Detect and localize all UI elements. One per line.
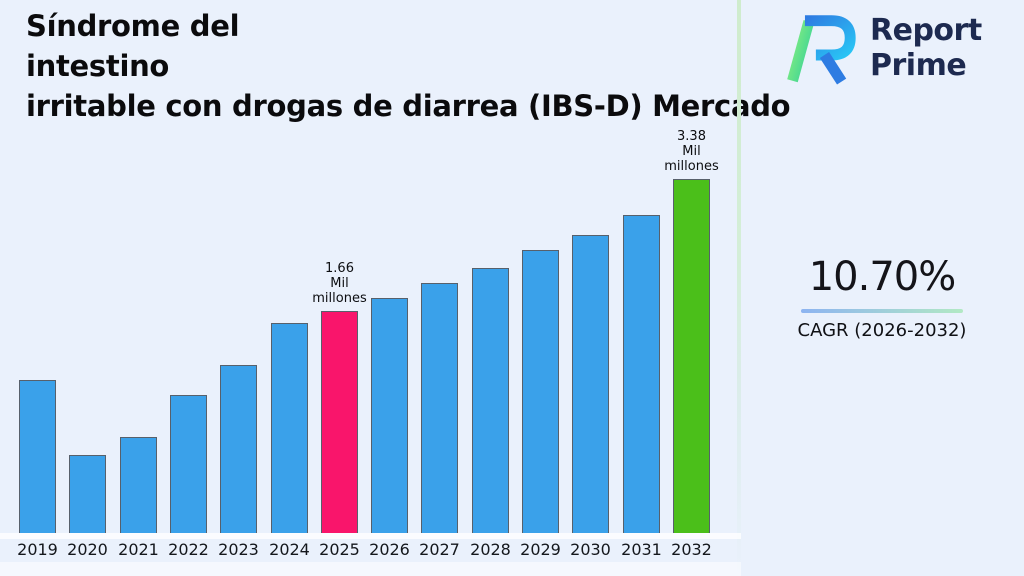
x-tick-2028: 2028 [470, 540, 511, 559]
x-tick-2020: 2020 [67, 540, 108, 559]
bar-2028 [472, 268, 509, 533]
bar-2025 [321, 311, 358, 533]
x-tick-2027: 2027 [419, 540, 460, 559]
report-prime-logo-icon [787, 15, 856, 85]
chart-baseline [0, 533, 741, 539]
cagr-label: CAGR (2026-2032) [797, 320, 967, 341]
bar-2030 [572, 235, 609, 533]
bar-2026 [371, 298, 408, 533]
x-tick-2024: 2024 [269, 540, 310, 559]
cagr-panel: 10.70% CAGR (2026-2032) [790, 254, 974, 341]
brand-name-line1: Report [870, 13, 982, 48]
x-tick-2023: 2023 [218, 540, 259, 559]
brand-name-line2: Prime [870, 48, 967, 83]
bar-2021 [120, 437, 157, 533]
cagr-value: 10.70% [808, 254, 957, 300]
brand-name: Report Prime [870, 13, 982, 83]
vertical-divider [737, 0, 741, 576]
x-tick-2031: 2031 [621, 540, 662, 559]
cagr-underline [801, 309, 963, 313]
bar-2020 [69, 455, 106, 533]
bar-2029 [522, 250, 559, 533]
x-tick-2019: 2019 [17, 540, 58, 559]
x-tick-2025: 2025 [319, 540, 360, 559]
bar-2022 [170, 395, 207, 533]
x-tick-2032: 2032 [671, 540, 712, 559]
bar-2031 [623, 215, 660, 533]
bar-2032 [673, 179, 710, 533]
bar-2019 [19, 380, 56, 533]
x-tick-2026: 2026 [369, 540, 410, 559]
data-label-2032: 3.38 Mil millones [664, 129, 719, 174]
x-tick-2021: 2021 [118, 540, 159, 559]
page-title: Síndrome del intestino irritable con dro… [26, 9, 791, 123]
x-tick-2030: 2030 [570, 540, 611, 559]
x-tick-2029: 2029 [520, 540, 561, 559]
bar-2027 [421, 283, 458, 533]
x-tick-2022: 2022 [168, 540, 209, 559]
chart-footer-strip [0, 562, 741, 576]
brand-logo: Report Prime [780, 8, 982, 88]
bar-2023 [220, 365, 257, 533]
data-label-2025: 1.66 Mil millones [312, 261, 367, 306]
bar-2024 [271, 323, 308, 533]
